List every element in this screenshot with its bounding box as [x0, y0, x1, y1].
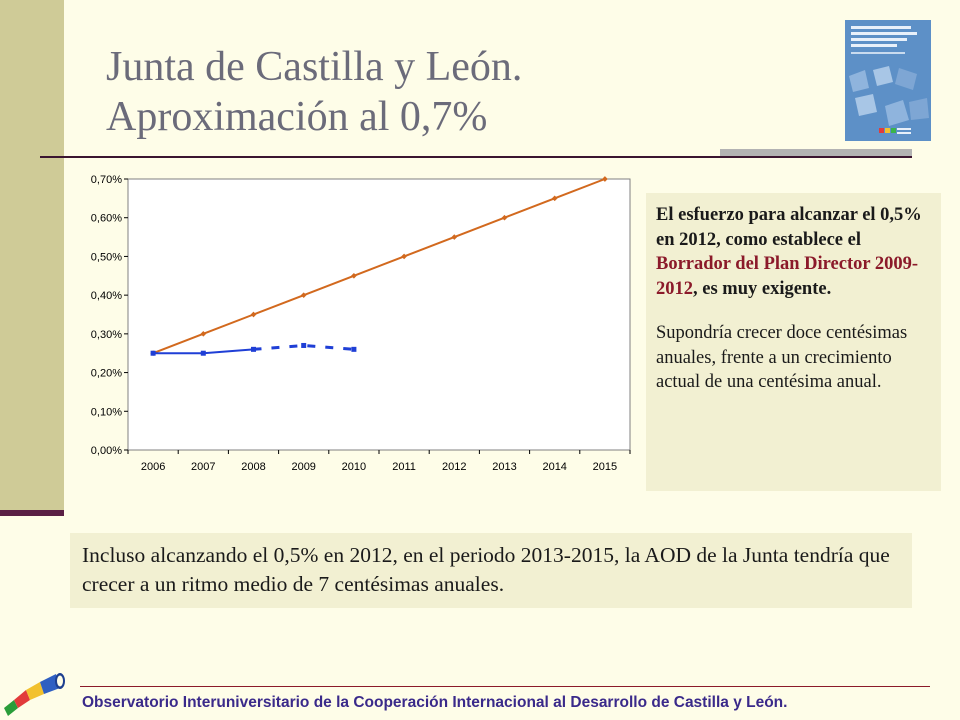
data-point — [551, 195, 558, 202]
observatory-logo — [4, 673, 65, 716]
plan-director-reference: Borrador del Plan Director 2009-2012 — [656, 254, 919, 299]
x-tick-label: 2011 — [392, 461, 416, 473]
bottom-note-text: Incluso alcanzando el 0,5% en 2012, en e… — [82, 543, 890, 596]
y-tick-label: 0,40% — [91, 290, 122, 302]
x-tick-label: 2015 — [593, 461, 617, 473]
left-bar-cap — [0, 510, 64, 516]
data-point — [150, 350, 156, 356]
footer-text: Observatorio Interuniversitario de la Co… — [82, 694, 788, 711]
x-tick-label: 2013 — [492, 461, 516, 473]
side-note-lead: El esfuerzo para alcanzar el 0,5% en 201… — [656, 203, 931, 301]
x-tick-label: 2009 — [291, 461, 315, 473]
data-point — [602, 176, 608, 182]
x-tick-label: 2008 — [241, 461, 265, 473]
left-decorative-bar — [0, 0, 64, 510]
x-tick-label: 2010 — [342, 461, 366, 473]
title-line-1: Junta de Castilla y León. — [106, 44, 523, 90]
plot-area — [127, 178, 631, 451]
side-note-box: El esfuerzo para alcanzar el 0,5% en 201… — [646, 193, 941, 491]
side-note-detail: Supondría crecer doce centésimas anuales… — [656, 323, 908, 392]
data-point — [401, 253, 407, 260]
data-point — [200, 350, 206, 356]
data-point — [451, 234, 458, 240]
x-tick-label: 2012 — [442, 461, 466, 473]
data-point — [301, 342, 307, 348]
title-divider — [40, 156, 912, 158]
footer-divider — [80, 686, 930, 687]
bottom-note-box: Incluso alcanzando el 0,5% en 2012, en e… — [70, 533, 912, 608]
y-tick-label: 0,30% — [91, 329, 122, 341]
y-tick-label: 0,10% — [91, 406, 122, 418]
side-note-bold-1: El esfuerzo para alcanzar el 0,5% en 201… — [656, 205, 922, 250]
line-chart: 0,00% 0,10% 0,20% 0,30% 0,40% 0,50% 0,60% 0,70%… — [91, 174, 631, 473]
y-tick-label: 0,00% — [91, 445, 122, 457]
data-point — [501, 214, 508, 221]
y-tick-label: 0,20% — [91, 368, 122, 380]
title-accent-bar — [720, 149, 912, 157]
series-line-1 — [152, 178, 606, 355]
title-line-2: Aproximación al 0,7% — [106, 94, 488, 140]
x-tick-label: 2014 — [542, 461, 566, 473]
y-tick-label: 0,50% — [91, 251, 122, 263]
y-tick-label: 0,60% — [91, 213, 122, 225]
side-note-bold-2: , es muy exigente. — [693, 278, 832, 299]
y-tick-label: 0,70% — [91, 174, 122, 186]
data-point — [200, 331, 207, 337]
x-tick-label: 2007 — [191, 461, 215, 473]
report-cover-image — [845, 20, 931, 141]
slide-title: Junta de Castilla y León. Aproximación a… — [106, 42, 826, 142]
x-tick-label: 2006 — [141, 461, 165, 473]
data-point — [351, 346, 357, 352]
data-point — [250, 311, 257, 318]
